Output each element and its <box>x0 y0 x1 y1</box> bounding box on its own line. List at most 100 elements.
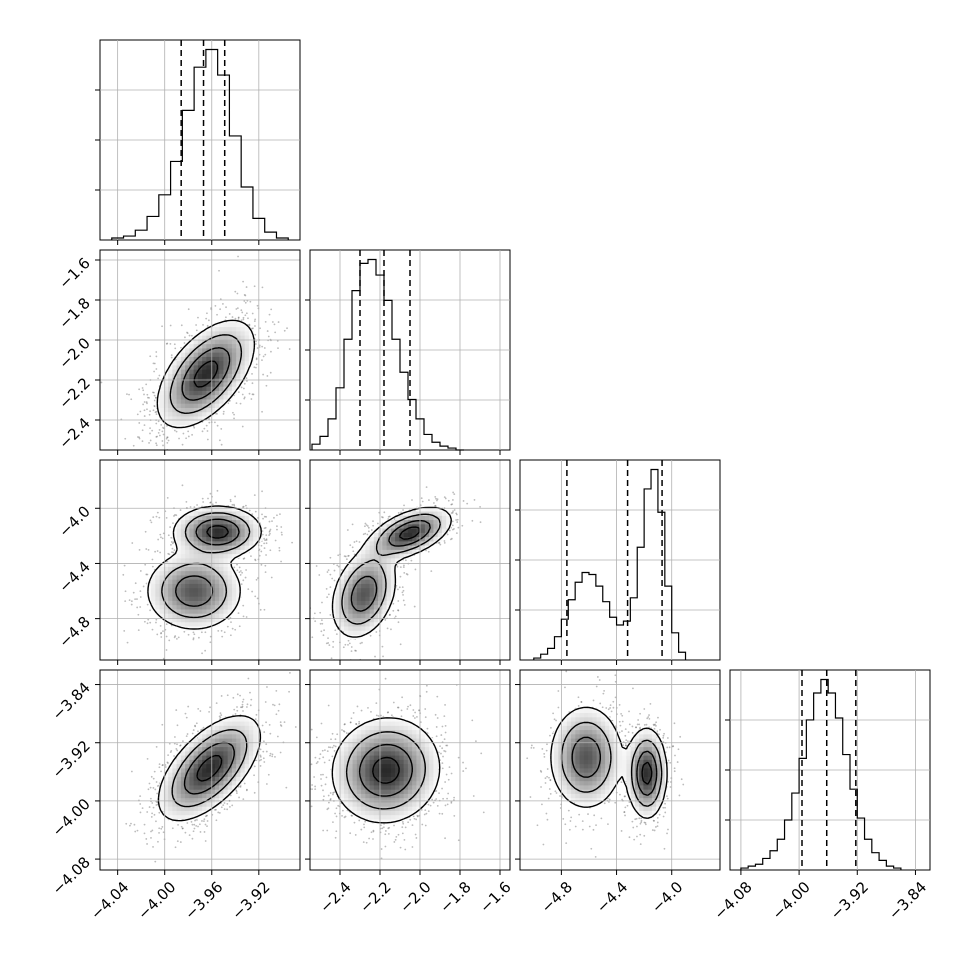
density-cell <box>193 540 199 546</box>
density-cell <box>197 360 203 366</box>
density-cell <box>189 549 195 555</box>
density-cell <box>155 583 161 589</box>
scatter-point <box>453 509 456 511</box>
scatter-point <box>261 286 264 289</box>
scatter-point <box>247 588 250 591</box>
density-cell <box>185 356 190 362</box>
density-cell <box>151 574 156 580</box>
density-cell <box>223 574 229 580</box>
density-cell <box>176 557 182 563</box>
density-cell <box>176 424 182 430</box>
density-cell <box>180 621 186 627</box>
scatter-point <box>157 538 160 541</box>
density-cell <box>223 339 229 345</box>
density-cell <box>176 574 182 580</box>
density-cell <box>248 356 254 362</box>
scatter-point <box>325 588 328 590</box>
scatter-point <box>405 572 408 575</box>
density-cell <box>185 411 190 417</box>
scatter-point <box>321 601 323 604</box>
density-cell <box>253 523 258 529</box>
density-cell <box>214 356 220 362</box>
density-cell <box>168 574 173 580</box>
scatter-point <box>229 498 232 501</box>
scatter-point <box>160 453 162 455</box>
scatter-point <box>174 513 176 516</box>
density-cell <box>155 570 161 576</box>
scatter-point <box>242 558 245 560</box>
density-cell <box>202 415 207 421</box>
scatter-point <box>173 429 176 432</box>
scatter-point <box>281 533 283 536</box>
density-cell <box>180 608 186 614</box>
scatter-point <box>258 554 261 557</box>
density-cell <box>185 617 190 623</box>
density-cell <box>163 608 169 614</box>
density-cell <box>168 562 173 567</box>
scatter-point <box>333 569 336 572</box>
density-cell <box>219 536 224 542</box>
density-cell <box>189 347 195 353</box>
scatter-point <box>149 609 152 612</box>
density-cell <box>236 330 241 336</box>
density-cell <box>176 360 182 366</box>
density-cell <box>202 604 207 610</box>
scatter-point <box>233 503 235 506</box>
scatter-point <box>206 324 209 327</box>
scatter-point <box>175 514 178 517</box>
histogram-step-line <box>740 678 902 870</box>
density-cell <box>185 343 190 349</box>
density-cell <box>219 570 224 576</box>
density-cell <box>185 420 190 425</box>
density-cell <box>189 339 195 345</box>
density-cell <box>185 600 190 606</box>
scatter-point <box>403 504 405 507</box>
scatter-point <box>277 321 280 323</box>
density-cell <box>193 570 199 576</box>
scatter-point <box>156 550 159 552</box>
density-cell <box>210 562 216 567</box>
scatter-point <box>276 514 278 517</box>
scatter-point <box>263 527 266 530</box>
density-cell <box>227 574 233 580</box>
scatter-point <box>155 422 158 425</box>
scatter-point <box>173 343 176 346</box>
density-cell <box>172 411 178 417</box>
density-cell <box>236 326 241 332</box>
density-cell <box>163 596 169 601</box>
density-cell <box>253 532 258 538</box>
scatter-point <box>456 518 459 521</box>
scatter-point <box>433 502 435 504</box>
scatter-point <box>243 557 246 560</box>
density-cell <box>206 335 212 340</box>
scatter-point <box>189 506 192 508</box>
scatter-point <box>447 499 450 502</box>
scatter-point <box>243 382 246 385</box>
scatter-point <box>320 630 323 633</box>
scatter-point <box>134 582 137 585</box>
density-cell <box>223 364 229 370</box>
scatter-point <box>145 401 148 403</box>
scatter-point <box>168 639 171 642</box>
density-cell <box>197 587 203 593</box>
density-cell <box>185 613 190 618</box>
density-cell <box>219 356 224 362</box>
scatter-point <box>451 503 454 506</box>
scatter-point <box>274 331 277 334</box>
scatter-point <box>331 663 333 665</box>
scatter-point <box>322 634 325 637</box>
density-cell <box>163 403 169 408</box>
density-cell <box>163 398 169 404</box>
scatter-point <box>254 325 256 327</box>
scatter-point <box>421 500 424 503</box>
scatter-point <box>239 574 242 576</box>
density-cell <box>210 394 216 400</box>
density-cell <box>210 557 216 563</box>
density-cell <box>210 545 216 550</box>
density-cell <box>189 360 195 366</box>
scatter-point <box>450 503 453 506</box>
density-cell <box>189 411 195 417</box>
density-cell <box>163 373 169 379</box>
density-cell <box>219 553 224 559</box>
x-tick-label: −4.00 <box>769 878 814 923</box>
